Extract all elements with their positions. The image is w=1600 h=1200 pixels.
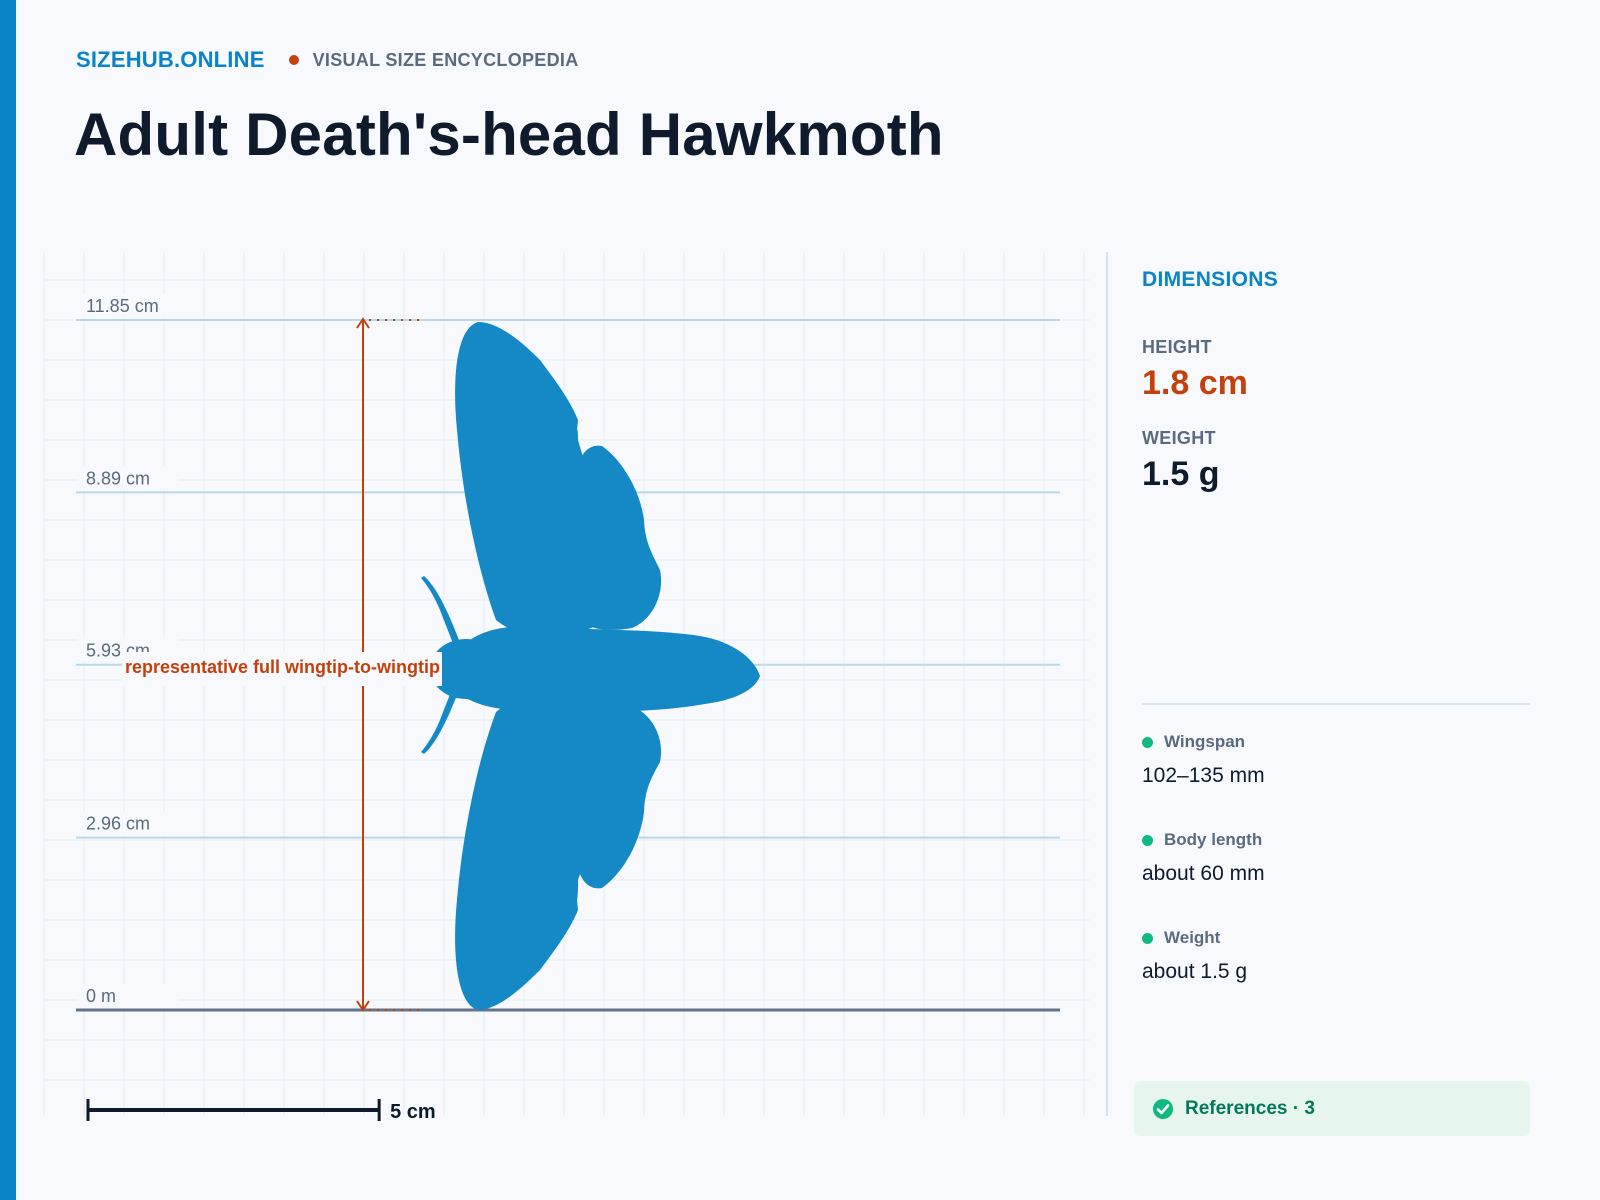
facts-divider [1142,703,1530,705]
accent-bar [0,0,16,1200]
moth-antenna-lower [421,678,462,754]
check-circle-icon [1153,1098,1173,1119]
separator-dot-icon [288,55,299,65]
moth-silhouette [421,322,760,1010]
moth-upper-hindwing [573,445,662,630]
measure-label: representative full wingtip-to-wingtip [125,657,440,677]
fact-value: about 1.5 g [1142,960,1248,983]
moth-body [444,626,760,712]
bullet-dot-icon [1142,736,1153,748]
bullet-dot-icon [1142,932,1153,944]
moth-lower-hindwing [573,704,662,889]
references-label: References · 3 [1185,1097,1315,1119]
panel-divider [1106,252,1108,1116]
moth-upper-forewing [455,322,600,637]
fact-label: Wingspan [1164,732,1246,751]
bullet-dot-icon [1142,834,1153,846]
moth-antenna-upper [421,576,462,652]
scale-bar: 5 cm [86,1099,436,1123]
fact-label: Body length [1164,830,1263,849]
measure-arrow-bottom-icon [356,1000,370,1012]
moth-head [430,639,502,699]
fact-body-length: Body length about 60 mm [1142,830,1265,886]
tick-label: 0 m [86,986,116,1006]
moth-lower-forewing [455,695,600,1010]
tick-label: 2.96 cm [86,814,150,834]
measure-label-backdrop [122,652,442,686]
tick-label-backdrop [78,466,178,491]
scale-bar-label: 5 cm [390,1101,436,1123]
measure-arrow-top-icon [356,317,370,329]
site-tagline: VISUAL SIZE ENCYCLOPEDIA [312,49,579,70]
site-brand[interactable]: SIZEHUB.ONLINE [76,47,265,72]
fact-label: Weight [1164,928,1221,947]
tick-label-backdrop [78,811,178,836]
fact-value: 102–135 mm [1142,764,1265,787]
tick-label: 11.85 cm [86,296,159,316]
height-measure: representative full wingtip-to-wingtip [122,317,442,1012]
weight-value: 1.5 g [1142,455,1220,493]
height-value: 1.8 cm [1142,364,1248,402]
dimensions-heading: DIMENSIONS [1142,268,1279,291]
fact-value: about 60 mm [1142,862,1265,885]
height-label: HEIGHT [1142,337,1212,357]
fact-weight: Weight about 1.5 g [1142,928,1247,984]
references-button[interactable]: References · 3 [1134,1081,1530,1136]
tick-label-backdrop [78,984,178,1008]
tick-label: 8.89 cm [86,468,150,488]
site-header: SIZEHUB.ONLINE VISUAL SIZE ENCYCLOPEDIA [76,47,579,73]
weight-label: WEIGHT [1142,428,1216,448]
size-diagram: 11.85 cm8.89 cm5.93 cm2.96 cm0 m represe… [43,252,1090,1123]
page-title: Adult Death's-head Hawkmoth [74,101,944,168]
fact-wingspan: Wingspan 102–135 mm [1142,732,1265,788]
tick-label-backdrop [78,294,178,318]
